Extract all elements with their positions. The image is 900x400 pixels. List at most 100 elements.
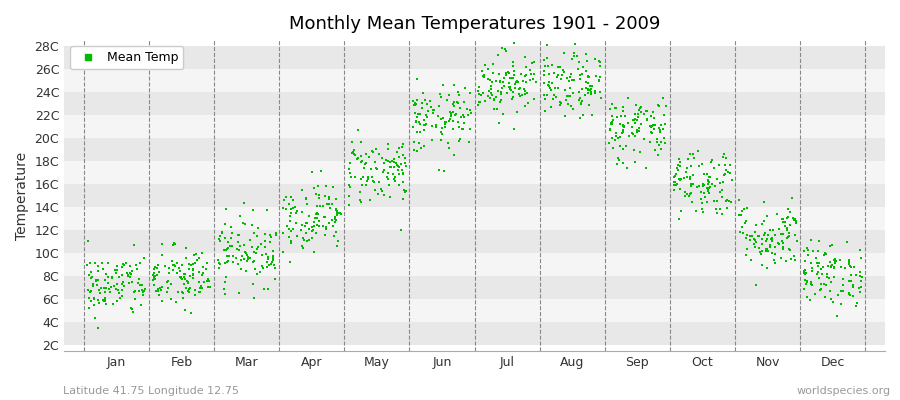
Point [616, 122, 631, 129]
Point [669, 182, 683, 189]
Point [115, 287, 130, 294]
Point [477, 72, 491, 78]
Y-axis label: Temperature: Temperature [15, 152, 29, 240]
Point [628, 132, 643, 139]
Point [377, 160, 392, 166]
Point [674, 208, 688, 214]
Point [768, 231, 782, 238]
Point [385, 158, 400, 164]
Point [246, 207, 260, 213]
Point [572, 115, 587, 121]
Point [82, 272, 96, 279]
Point [621, 95, 635, 101]
Point [456, 120, 471, 126]
Point [471, 102, 485, 109]
Point [765, 250, 779, 256]
Point [718, 166, 733, 173]
Point [501, 80, 516, 86]
Point [446, 109, 460, 116]
Point [240, 254, 255, 260]
Point [702, 184, 716, 191]
Point [853, 247, 868, 253]
Point [747, 229, 761, 235]
Point [568, 41, 582, 48]
Point [178, 271, 193, 277]
Point [776, 246, 790, 252]
Point [592, 59, 607, 66]
Point [394, 167, 409, 174]
Point [193, 288, 207, 295]
Point [780, 226, 795, 233]
Point [554, 102, 568, 108]
Point [174, 275, 188, 281]
Point [84, 274, 98, 281]
Point [843, 272, 858, 278]
Point [644, 128, 658, 135]
Point [89, 278, 104, 284]
Point [294, 209, 309, 215]
Point [218, 278, 232, 285]
Point [368, 187, 382, 193]
Point [328, 216, 343, 223]
Point [147, 266, 161, 272]
Point [316, 222, 330, 229]
Point [723, 170, 737, 176]
Point [547, 70, 562, 76]
Point [296, 236, 310, 243]
Point [318, 232, 332, 238]
Point [431, 113, 446, 120]
Point [686, 151, 700, 157]
Point [392, 182, 406, 188]
Point [788, 231, 802, 238]
Point [668, 178, 682, 185]
Point [328, 219, 342, 226]
Point [755, 221, 770, 227]
Point [302, 213, 316, 219]
Point [432, 102, 446, 109]
Point [150, 262, 165, 269]
Point [420, 114, 435, 120]
Point [125, 279, 140, 285]
Point [149, 265, 164, 272]
Point [98, 296, 112, 303]
Point [364, 166, 378, 173]
Point [797, 268, 812, 274]
Point [220, 245, 235, 251]
Point [724, 199, 739, 206]
Point [230, 255, 244, 261]
Point [364, 174, 379, 180]
Point [711, 161, 725, 168]
Point [739, 252, 753, 258]
Point [827, 259, 842, 266]
Point [679, 169, 693, 176]
Point [651, 102, 665, 108]
Point [776, 216, 790, 223]
Point [202, 283, 217, 290]
Point [88, 260, 103, 267]
Point [446, 101, 460, 107]
Point [583, 89, 598, 95]
Point [417, 143, 431, 149]
Point [323, 205, 338, 211]
Point [764, 236, 778, 242]
Point [602, 140, 616, 146]
Point [94, 260, 109, 266]
Point [263, 239, 277, 246]
Point [581, 74, 596, 80]
Point [185, 261, 200, 267]
Point [508, 80, 523, 87]
Point [212, 265, 226, 271]
Point [122, 272, 136, 278]
Point [298, 223, 312, 230]
Point [218, 260, 232, 267]
Point [310, 230, 324, 236]
Point [392, 154, 406, 160]
Point [381, 176, 395, 182]
Point [767, 256, 781, 263]
Point [186, 270, 201, 277]
Point [200, 278, 214, 284]
Point [250, 233, 265, 240]
Bar [64, 322, 885, 345]
Point [628, 159, 643, 166]
Point [592, 77, 607, 83]
